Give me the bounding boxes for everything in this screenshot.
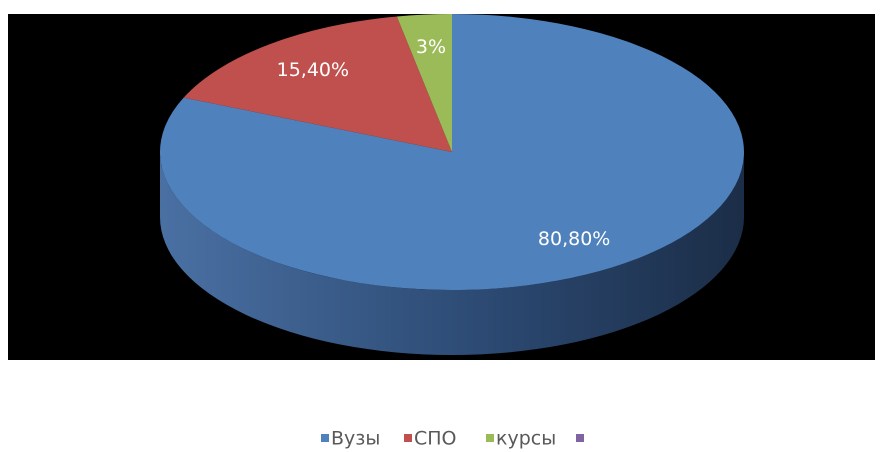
legend-swatch (576, 434, 584, 442)
legend-label: курсы (496, 428, 556, 450)
pie-slice (396, 14, 452, 152)
pie-slice (183, 16, 453, 152)
data-label: 80,80% (538, 228, 610, 250)
legend-label: СПО (414, 428, 457, 450)
data-label: 15,40% (277, 59, 349, 81)
legend-swatch (321, 434, 329, 442)
legend-swatch (486, 434, 494, 442)
legend-label: Вузы (331, 428, 380, 450)
legend-swatch (404, 434, 412, 442)
pie-side (160, 152, 744, 355)
data-label: 3% (416, 36, 446, 58)
